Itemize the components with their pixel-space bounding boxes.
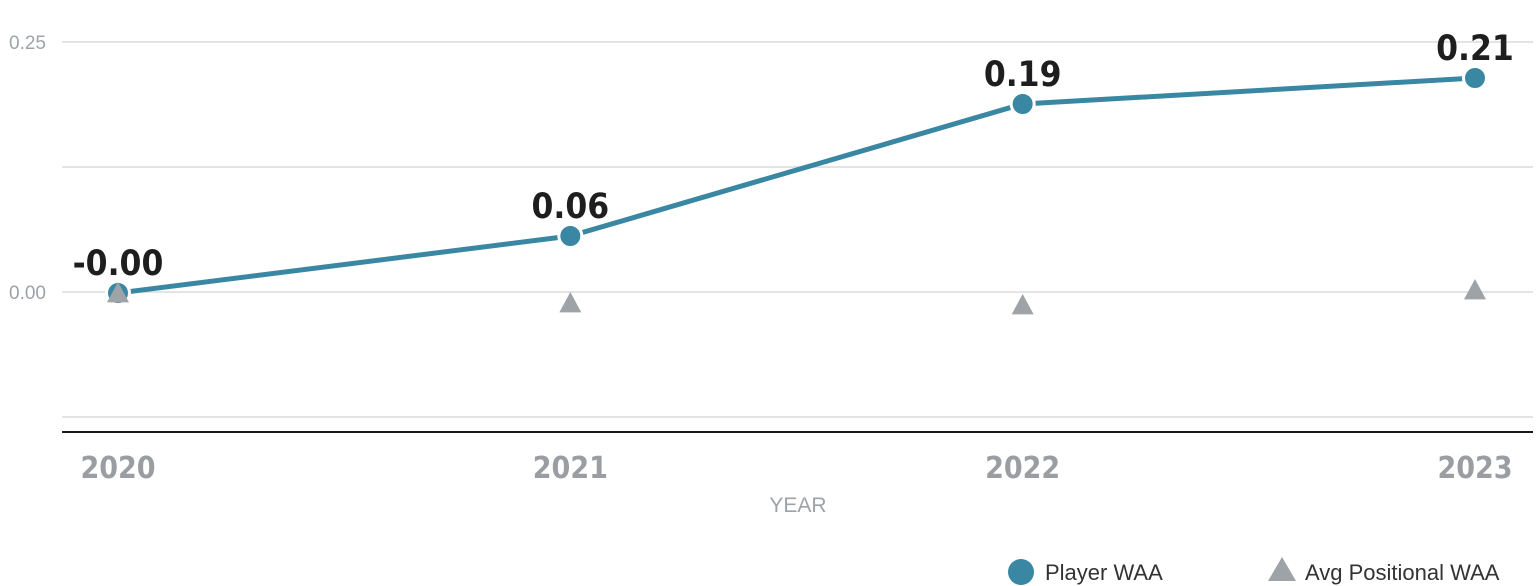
- player-waa-line: [115, 75, 1478, 296]
- data-labels: -0.00 0.06 0.19 0.21: [73, 29, 1514, 284]
- x-tick-label: 2022: [985, 451, 1060, 486]
- x-axis-ticks: 2020 2021 2022 2023: [80, 451, 1512, 486]
- avg-positional-waa-point: [1011, 294, 1034, 315]
- y-axis-ticks: 0.25 0.00: [9, 33, 46, 304]
- player-waa-point: [1009, 91, 1036, 117]
- legend-avg-positional-triangle-icon: [1268, 557, 1296, 581]
- y-tick-label: 0.25: [9, 33, 46, 54]
- player-waa-data-label: -0.00: [73, 244, 164, 284]
- x-axis-label: YEAR: [769, 494, 826, 517]
- legend-player-waa-circle-icon: [1008, 559, 1034, 585]
- avg-positional-waa-point: [107, 282, 129, 303]
- avg-positional-waa-point: [1464, 279, 1486, 300]
- player-waa-point: [1462, 65, 1488, 91]
- player-waa-data-label: 0.21: [1436, 29, 1514, 69]
- legend-player-waa-label: Player WAA: [1045, 560, 1163, 585]
- y-tick-label: 0.00: [9, 283, 46, 304]
- gridlines: [62, 41, 1533, 418]
- legend-avg-positional-waa-label: Avg Positional WAA: [1305, 560, 1500, 585]
- legend: Player WAA Avg Positional WAA: [1008, 557, 1500, 585]
- avg-positional-waa-point: [559, 292, 582, 313]
- series-layer: [105, 65, 1488, 315]
- x-tick-label: 2020: [80, 451, 155, 486]
- x-tick-label: 2023: [1437, 451, 1512, 486]
- player-waa-point: [557, 223, 584, 249]
- player-waa-data-label: 0.06: [531, 187, 609, 227]
- player-waa-data-label: 0.19: [984, 55, 1062, 95]
- x-tick-label: 2021: [533, 451, 608, 486]
